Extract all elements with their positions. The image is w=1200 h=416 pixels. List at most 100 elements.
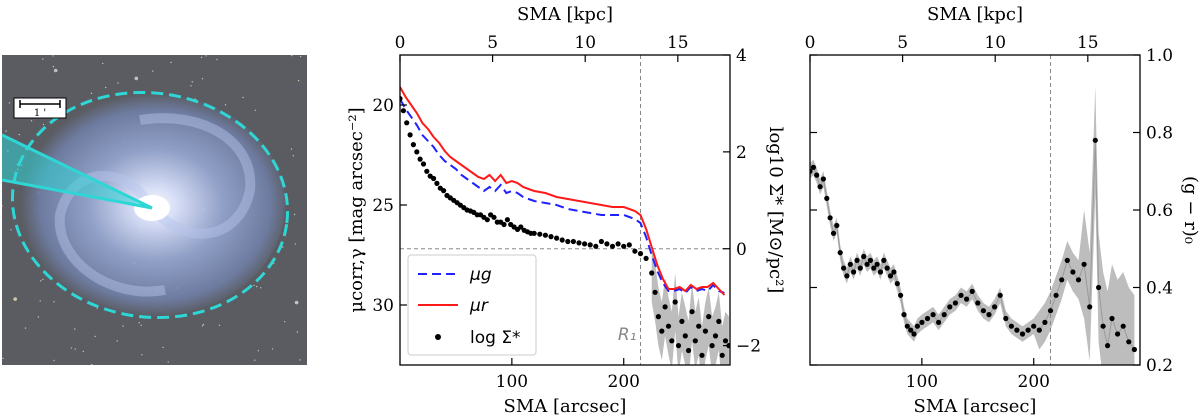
sigma-point [655,314,662,320]
sigma-point [672,299,678,305]
sigma-point [504,217,510,223]
x-top-tick-label: 5 [487,33,498,53]
sigma-point [518,224,524,230]
color-point [1047,308,1054,314]
color-point [958,292,964,298]
star [224,104,227,106]
color-point [817,184,823,190]
color-point [844,273,850,279]
star [254,359,256,361]
color-point [1092,137,1098,143]
sigma-point [649,270,655,276]
sigma-point [712,333,719,339]
color-point [919,319,925,325]
star [117,82,119,84]
sigma-point [692,338,698,344]
sigma-point [404,120,410,126]
star [201,78,204,80]
y-right-tick-label: 0 [736,240,747,260]
star [170,61,172,64]
legend-label: μr [469,296,489,316]
sigma-point [679,318,685,324]
legend-label: μg [469,265,492,285]
sigma-point [682,333,688,339]
sigma-point [410,142,416,148]
x-top-axis-title: SMA [kpc] [927,4,1023,25]
color-point [1131,346,1137,353]
star [105,86,107,89]
star [141,354,143,356]
y-right-tick-label: 0.2 [1146,356,1173,376]
sigma-point [559,237,565,243]
star [299,359,301,361]
color-point [901,312,907,318]
star [52,55,54,57]
sigma-point [431,175,437,182]
spiral-arm [54,170,166,297]
color-point [1070,269,1076,275]
scale-bar-label: 1 ' [34,108,46,119]
color-point [1115,331,1121,337]
star [294,243,296,245]
color-point [877,269,884,275]
x-top-axis-title: SMA [kpc] [517,4,613,25]
sigma-point [652,289,658,295]
color-point [1025,327,1031,333]
sigma-point [407,132,413,138]
star [53,359,55,362]
star [2,205,3,207]
color-point [1014,327,1020,333]
sigma-point [696,323,702,329]
color-point [911,331,917,337]
color-point [1087,304,1093,310]
color-point [874,261,880,267]
color-point [830,230,837,236]
sigma-point [659,328,665,334]
y-right-axis-title: log10 Σ* [M⊙/pc²] [765,127,786,294]
sigma-point [537,231,543,237]
color-point [969,288,975,294]
plot-frame [399,54,731,366]
star [8,102,11,104]
star [297,80,300,82]
star [299,55,302,58]
sigma-points [400,96,730,358]
y-right-tick-label: 0.4 [1146,279,1173,299]
star [5,130,7,132]
x-top-tick-label: 10 [574,33,596,53]
color-point [837,250,843,256]
sigma-point [716,318,722,324]
color-point [1019,331,1026,337]
scale-bar: 1 ' [13,97,67,119]
star [257,350,259,352]
color-point [1075,277,1082,283]
sigma-point [424,168,430,174]
star [94,335,96,338]
y-left-axis-title: μcorr,γ [mag arcsec⁻²] [346,107,367,312]
sigma-point [434,180,440,186]
color-point [997,292,1003,298]
sigma-point [593,243,599,249]
star [13,297,17,301]
star [2,357,4,359]
color-point [887,273,894,279]
sigma-point [615,241,621,247]
star [200,56,203,59]
star [152,70,154,72]
color-point [1003,315,1009,322]
sigma-point [609,243,616,249]
star [256,285,258,288]
color-point [1053,292,1059,298]
sigma-point [699,352,705,358]
star [53,68,58,73]
color-point [1042,319,1048,325]
color-point [941,312,947,318]
color-point [841,265,847,271]
x-top-tick-label: 0 [395,33,406,53]
star [190,85,192,87]
color-point [851,269,857,275]
r1-label: R₁ [618,325,637,345]
star [138,322,140,324]
y-right-tick-label: 1.0 [1146,46,1173,66]
color-point [820,176,827,182]
